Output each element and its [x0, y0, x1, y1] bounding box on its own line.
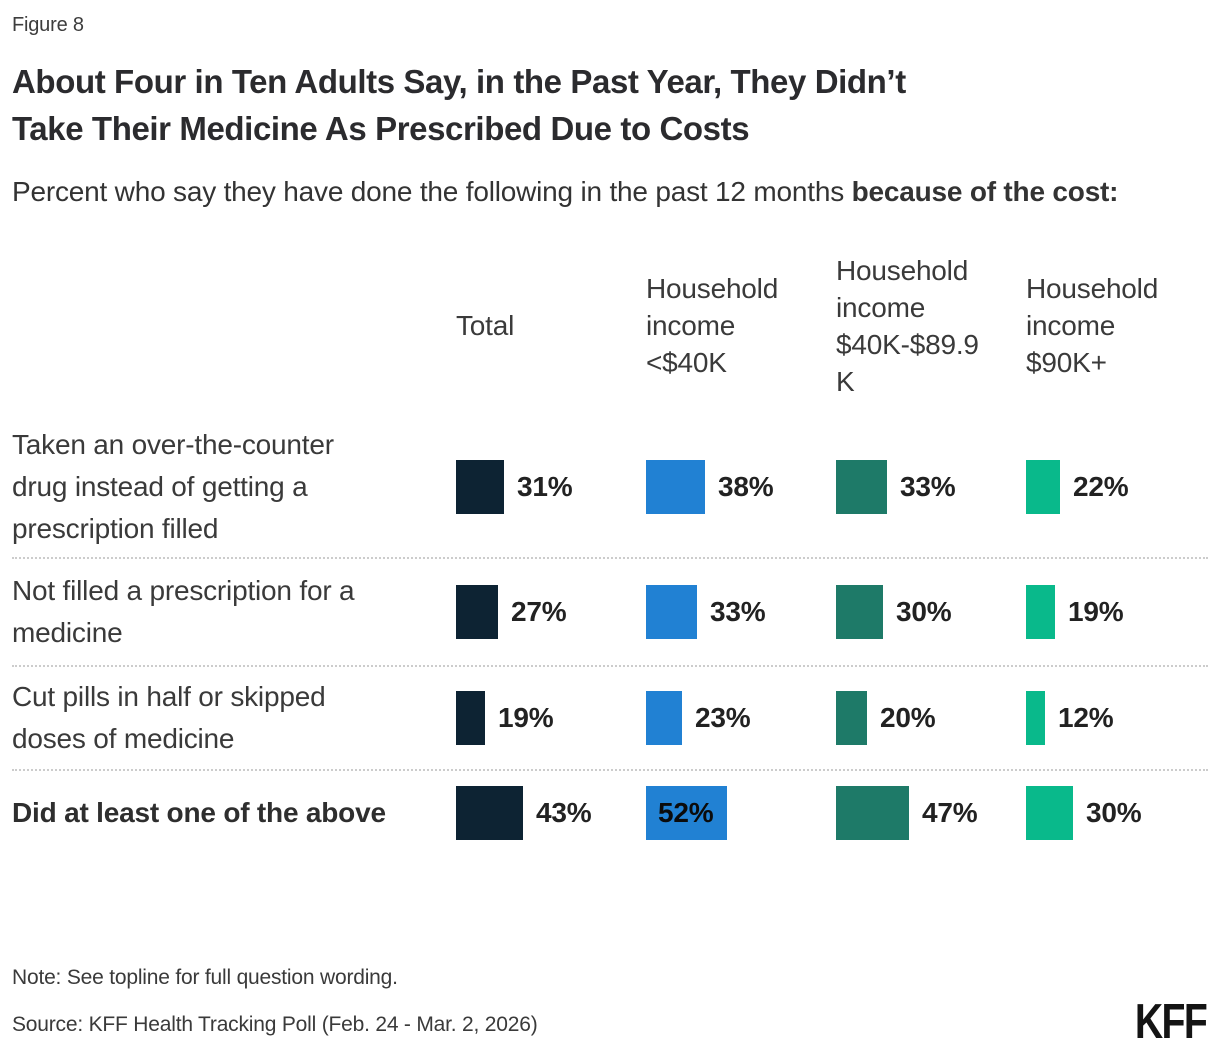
column-header-4: Household income $90K+: [1026, 273, 1159, 379]
row-label: Not filled a prescription for a medicine: [12, 574, 355, 648]
bar-cell: 23%: [646, 667, 836, 769]
value-label: 33%: [710, 595, 766, 627]
bar-cell: 20%: [836, 667, 1026, 769]
row-label: Cut pills in half or skipped doses of me…: [12, 680, 326, 754]
column-header-2: Household income <$40K: [646, 273, 779, 379]
value-label: 30%: [1086, 796, 1142, 828]
value-label: 19%: [1068, 595, 1124, 627]
bar-cell: 27%: [456, 559, 646, 665]
bar: [1026, 459, 1060, 514]
source-text: Source: KFF Health Tracking Poll (Feb. 2…: [12, 1013, 538, 1036]
value-label: 30%: [896, 595, 952, 627]
chart-footer: Note: See topline for full question word…: [12, 966, 538, 1037]
bar: [456, 690, 485, 745]
bar: [836, 584, 883, 639]
chart-subtitle: Percent who say they have done the follo…: [12, 171, 1208, 213]
bar-cell: 43%: [456, 771, 646, 855]
value-label: 22%: [1073, 470, 1129, 502]
bar-cell: 33%: [646, 559, 836, 665]
bar-cell: 47%: [836, 771, 1026, 855]
bar-cell: 19%: [1026, 559, 1216, 665]
column-header-row: Total Household income <$40K Household inc…: [12, 237, 1208, 417]
value-label: 31%: [517, 470, 573, 502]
value-label: 47%: [922, 796, 978, 828]
bar: [456, 785, 523, 840]
row-label: Taken an over-the-counter drug instead o…: [12, 428, 334, 544]
value-label: 27%: [511, 595, 567, 627]
bar-cell: 30%: [836, 559, 1026, 665]
value-label: 19%: [498, 701, 554, 733]
figure-number: Figure 8: [12, 14, 84, 36]
bar-chart: Total Household income <$40K Household inc…: [12, 237, 1208, 855]
bar: [836, 459, 887, 514]
bar: [1026, 690, 1045, 745]
bar: [1026, 584, 1055, 639]
column-header-1: Total: [456, 310, 515, 342]
value-label: 23%: [695, 701, 751, 733]
bar: [646, 690, 682, 745]
value-label: 52%: [658, 796, 714, 828]
bar: [646, 459, 705, 514]
table-row: Taken an over-the-counter drug instead o…: [12, 417, 1208, 557]
bar: [456, 584, 498, 639]
bar-cell: 12%: [1026, 667, 1216, 769]
row-label: Did at least one of the above: [12, 796, 386, 828]
table-row: Not filled a prescription for a medicine…: [12, 556, 1208, 665]
bar: [836, 690, 867, 745]
bar: [646, 785, 727, 840]
table-row: Cut pills in half or skipped doses of me…: [12, 664, 1208, 769]
value-label: 12%: [1058, 701, 1114, 733]
bar-cell: 22%: [1026, 417, 1216, 557]
value-label: 20%: [880, 701, 936, 733]
bar-cell: 30%: [1026, 771, 1216, 855]
bar-cell: 33%: [836, 417, 1026, 557]
bar: [456, 459, 504, 514]
value-label: 38%: [718, 470, 774, 502]
value-label: 43%: [536, 796, 592, 828]
subtitle-bold-text: because of the cost:: [851, 175, 1119, 207]
subtitle-regular-text: Percent who say they have done the follo…: [12, 175, 852, 207]
chart-title: About Four in Ten Adults Say, in the Pas…: [12, 63, 906, 147]
bar-cell: 38%: [646, 417, 836, 557]
bar-cell: 31%: [456, 417, 646, 557]
bar: [1026, 785, 1073, 840]
bar-cell: 19%: [456, 667, 646, 769]
bar: [646, 584, 697, 639]
kff-logo: KFF: [1134, 995, 1208, 1049]
bar: [836, 785, 909, 840]
bar-cell: 52%: [646, 771, 836, 855]
table-row: Did at least one of the above 43% 52% 47% 30…: [12, 768, 1208, 855]
note-text: Note: See topline for full question word…: [12, 966, 398, 989]
value-label: 33%: [900, 470, 956, 502]
column-header-3: Household income $40K-$89.9 K: [836, 254, 979, 397]
